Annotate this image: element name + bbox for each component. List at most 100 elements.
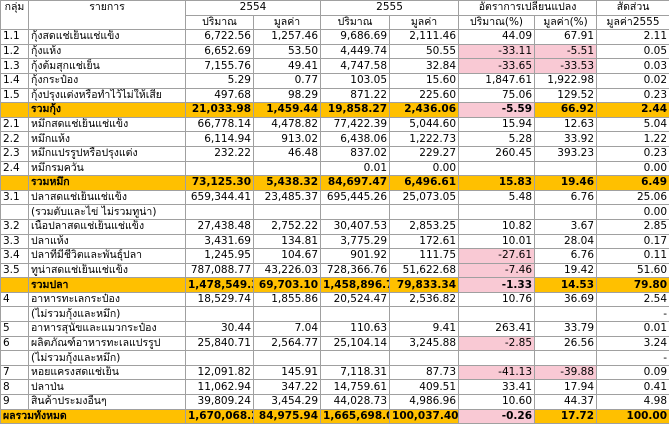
value-cell: 497.68 [185,87,254,104]
value-cell: 111.75 [389,248,460,264]
value-cell: 79.80 [596,277,669,293]
value-cell: 0.00 [596,160,669,177]
value-cell: 25,840.71 [185,335,254,352]
value-cell: 10.76 [458,291,536,308]
value-cell: 19.42 [534,262,598,279]
value-cell: 4,986.96 [389,394,460,410]
value-cell: 20,524.47 [320,291,391,308]
table-row: 2.3 หมึกแปรรูปหรือปรุงแต่ง 232.22 46.48 837.… [0,145,669,162]
label-cell [0,277,29,293]
label-cell: หมึกแปรรูปหรือปรุงแต่ง [28,145,186,162]
value-cell [320,306,391,323]
value-cell: 6.49 [596,175,669,191]
value-cell: 18,529.74 [185,291,254,308]
label-cell: 8 [0,379,29,396]
value-cell: 1,670,068.28 [185,408,254,424]
table-row: 9 สินค้าประมงอื่นๆ 39,809.24 3,454.29 44,028… [0,394,669,410]
label-cell: (รวมตับและไข่ ไม่รวมทูน่า) [28,204,186,220]
label-cell: (ไม่รวมกุ้งและหมึก) [28,350,186,366]
value-cell: 15.60 [389,72,460,89]
value-cell: 50.55 [389,43,460,60]
value-cell: 25,073.05 [389,189,460,206]
table-row: 3.3 ปลาแห้ง 3,431.69 134.81 3,775.29 172.61 10… [0,233,669,250]
header-cell: รายการ [28,0,186,31]
value-cell: 0.77 [252,72,322,89]
table-row: (ไม่รวมกุ้งและหมึก) - [0,350,669,366]
table-body: 1.1 กุ้งสดแช่เย็นแช่แข็ง 6,722.56 1,257.46 9… [0,29,669,424]
value-cell: 33.41 [458,379,536,396]
value-cell: 145.91 [252,364,322,381]
value-cell: 6,722.56 [185,29,254,45]
label-cell: หมึกรมควัน [28,160,186,177]
header-cell: มูลค่า [389,14,460,31]
value-cell: 5,044.60 [389,116,460,133]
value-cell: 2,564.77 [252,335,322,352]
value-cell: 23,485.37 [252,189,322,206]
table-row: 1.4 กุ้งกระป๋อง 5.29 0.77 103.05 15.60 1,847.6… [0,72,669,89]
value-cell: 1,222.73 [389,131,460,147]
label-cell: 4 [0,291,29,308]
value-cell: 104.67 [252,248,322,264]
value-cell: 2,111.46 [389,29,460,45]
value-cell: 10.60 [458,394,536,410]
value-cell: 4.98 [596,394,669,410]
value-cell: 21,033.98 [185,102,254,118]
label-cell: อาหารทะเลกระป๋อง [28,291,186,308]
value-cell: 2.11 [596,29,669,45]
value-cell: 347.22 [252,379,322,396]
label-cell: เนื้อปลาสดแช่เย็นแช่แข็ง [28,218,186,235]
header-cell: กลุ่ม [0,0,29,31]
subtotal-row: ผลรวมทั้งหมด1,670,068.2884,975.941,665,6… [0,408,669,424]
table-row: 1.3 กุ้งต้มสุกแช่เย็น 7,155.76 49.41 4,747.5… [0,58,669,74]
value-cell: 66.92 [534,102,598,118]
value-cell: 100,037.40 [389,408,460,424]
subtotal-row: รวมหมึก 73,125.30 5,438.32 84,697.47 6,496.6… [0,175,669,191]
value-cell: 7,118.31 [320,364,391,381]
value-cell: 913.02 [252,131,322,147]
label-cell: กุ้งปรุงแต่งหรือทำไว้ไม่ให้เสีย [28,87,186,104]
label-cell: หมึกสดแช่เย็นแช่แข็ง [28,116,186,133]
value-cell: 1,478,549.30 [185,277,254,293]
label-cell: กุ้งแห้ง [28,43,186,60]
value-cell: 695,445.26 [320,189,391,206]
value-cell: 36.69 [534,291,598,308]
value-cell: 0.00 [596,204,669,220]
subtotal-row: รวมกุ้ง 21,033.98 1,459.44 19,858.27 2,436.0… [0,102,669,118]
value-cell: 225.60 [389,87,460,104]
value-cell: 0.01 [596,321,669,337]
value-cell: -41.13 [458,364,536,381]
value-cell: 232.22 [185,145,254,162]
label-cell [0,175,29,191]
value-cell: 229.27 [389,145,460,162]
value-cell: -33.53 [534,58,598,74]
value-cell: 39,809.24 [185,394,254,410]
label-cell: กุ้งสดแช่เย็นแช่แข็ง [28,29,186,45]
value-cell: 3,775.29 [320,233,391,250]
label-cell [0,102,29,118]
value-cell: 53.50 [252,43,322,60]
value-cell: 7.04 [252,321,322,337]
value-cell [252,306,322,323]
value-cell: -33.65 [458,58,536,74]
table-row: 2.4 หมึกรมควัน 0.01 0.00 0.00 [0,160,669,177]
label-cell: ปลาป่น [28,379,186,396]
value-cell: 9.41 [389,321,460,337]
value-cell: 43,226.03 [252,262,322,279]
value-cell: 5.29 [185,72,254,89]
value-cell: 11,062.94 [185,379,254,396]
value-cell [185,160,254,177]
header-cell: มูลค่า [252,14,322,31]
label-cell: 9 [0,394,29,410]
value-cell: 1,922.98 [534,72,598,89]
value-cell: 0.00 [389,160,460,177]
value-cell: 871.22 [320,87,391,104]
value-cell: 5.48 [458,189,536,206]
value-cell: 46.48 [252,145,322,162]
value-cell: 2.44 [596,102,669,118]
value-cell: 6,496.61 [389,175,460,191]
value-cell: - [596,350,669,366]
table-row: 3.2 เนื้อปลาสดแช่เย็นแช่แข็ง 27,438.48 2,75… [0,218,669,235]
value-cell: 2.54 [596,291,669,308]
table-row: 4 อาหารทะเลกระป๋อง 18,529.74 1,855.86 20,524… [0,291,669,308]
label-cell [0,204,29,220]
